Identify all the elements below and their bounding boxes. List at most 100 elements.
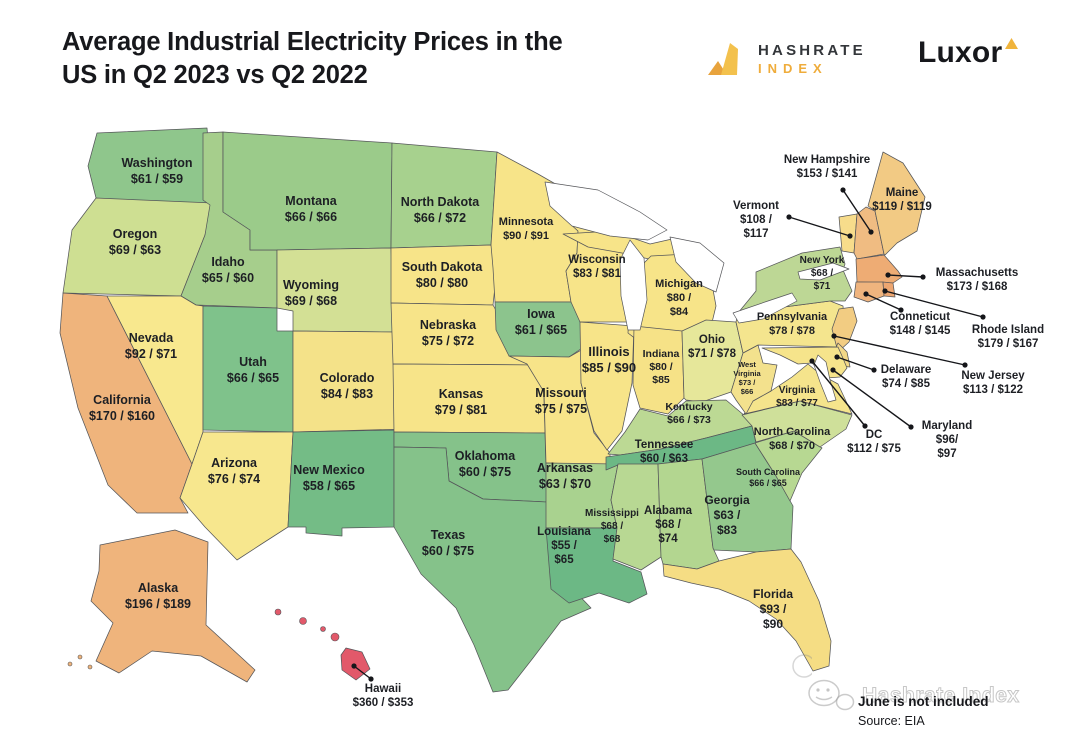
state-label-massachusetts: Massachusetts $173 / $168	[936, 267, 1018, 293]
state-florida	[662, 548, 832, 672]
state-south-dakota	[390, 244, 498, 306]
lake-shape	[619, 239, 648, 331]
island-dot	[320, 626, 326, 632]
luxor-logo: Luxor	[918, 36, 1019, 70]
state-label-louisiana: Louisiana $55 /$65	[537, 526, 591, 566]
leader-dot	[898, 307, 904, 313]
state-label-florida: Florida $93 /$90	[753, 587, 793, 631]
footnote: June is not included	[858, 694, 989, 709]
leader-dot	[885, 272, 891, 278]
state-label-wisconsin: Wisconsin $83 / $81	[568, 254, 625, 280]
title-line2: US in Q2 2023 vs Q2 2022	[62, 61, 368, 89]
page-title: Average Industrial Electricity Prices in…	[62, 26, 702, 92]
leader-dot	[840, 187, 846, 193]
state-label-north-carolina: North Carolina $68 / $70	[754, 426, 831, 452]
leader-line-dc	[811, 360, 866, 427]
leader-dot	[809, 358, 815, 364]
state-label-washington: Washington $61 / $59	[121, 156, 192, 186]
state-hawaii	[274, 608, 371, 681]
state-label-illinois: Illinois $85 / $90	[582, 344, 636, 375]
lake-shape	[813, 354, 837, 403]
state-label-new-mexico: New Mexico $58 / $65	[293, 463, 365, 493]
state-massachusetts	[855, 254, 903, 284]
state-label-vermont: Vermont $108 /$117	[733, 200, 779, 240]
state-label-oregon: Oregon $69 / $63	[109, 227, 161, 257]
callout-lines-layer	[351, 187, 986, 682]
lakes-layer	[544, 181, 850, 403]
island-dot	[87, 664, 93, 670]
state-label-mississippi: Mississippi $68 /$68	[585, 508, 639, 545]
leader-line-new-jersey	[833, 335, 966, 366]
state-label-wyoming: Wyoming $69 / $68	[283, 278, 339, 308]
leader-dot	[786, 214, 792, 220]
hashrate-index-triangles-icon	[708, 43, 738, 75]
header-logos: HASHRATE INDEX Luxor	[706, 36, 1066, 88]
state-label-new-jersey: New Jersey $113 / $122	[961, 370, 1025, 396]
state-label-indiana: Indiana $80 /$85	[643, 348, 680, 386]
state-west-virginia	[730, 344, 778, 415]
state-labels-layer: Washington $61 / $59 Oregon $69 / $63 Califo…	[89, 154, 1044, 709]
state-label-new-york: New York $68 /$71	[800, 255, 845, 292]
luxor-wordmark: Luxor	[918, 36, 1003, 69]
state-label-michigan: Michigan $80 /$84	[655, 278, 703, 318]
state-label-new-hampshire: New Hampshire $153 / $141	[784, 154, 870, 180]
state-label-idaho: Idaho $65 / $60	[202, 255, 254, 285]
state-label-ohio: Ohio $71 / $78	[688, 334, 737, 360]
state-label-maryland: Maryland $96/$97	[922, 420, 973, 460]
island-dot	[77, 654, 83, 660]
state-label-oklahoma: Oklahoma $60 / $75	[455, 449, 516, 479]
island-dot	[330, 632, 340, 642]
state-label-hawaii: Hawaii $360 / $353	[353, 683, 414, 709]
leader-line-new-hampshire	[842, 189, 872, 233]
leader-dot	[868, 229, 874, 235]
leader-dot	[368, 676, 374, 682]
state-label-conneticut: Conneticut $148 / $145	[890, 311, 951, 337]
state-label-nevada: Nevada $92 / $71	[125, 331, 177, 361]
state-label-maine: Maine $119 / $119	[872, 187, 931, 213]
state-label-alaska: Alaska $196 / $189	[125, 581, 191, 611]
leader-line-conneticut	[865, 293, 902, 311]
state-label-colorado: Colorado $84 / $83	[320, 371, 375, 401]
leader-dot	[830, 367, 836, 373]
island-dot	[274, 608, 282, 616]
island-dot	[67, 661, 73, 667]
leader-line-maryland	[832, 369, 912, 428]
state-label-arizona: Arizona $76 / $74	[208, 456, 260, 486]
state-label-georgia: Georgia $63 /$83	[704, 493, 750, 537]
leader-dot	[834, 354, 840, 360]
island-dot	[299, 617, 307, 625]
state-label-dc: DC $112 / $75	[847, 429, 901, 455]
index-wordmark: INDEX	[758, 61, 828, 76]
leader-dot	[871, 367, 877, 373]
leader-line-delaware	[836, 356, 875, 371]
title-line1: Average Industrial Electricity Prices in…	[62, 28, 563, 56]
source-label: Source: EIA	[858, 714, 925, 728]
leader-line-massachusetts	[887, 274, 924, 278]
leader-dot	[920, 274, 926, 280]
leader-dot	[863, 291, 869, 297]
leader-dot	[847, 233, 853, 239]
state-label-virginia: Virginia $83 / $77	[776, 385, 818, 409]
lake-shape	[544, 181, 668, 241]
state-label-south-dakota: South Dakota $80 / $80	[402, 260, 484, 290]
leader-dot	[882, 288, 888, 294]
state-label-south-carolina: South Carolina $66 / $65	[736, 467, 801, 488]
lake-shape	[797, 262, 850, 281]
hashrate-index-logo: HASHRATE INDEX	[706, 38, 866, 80]
hashrate-wordmark: HASHRATE	[758, 42, 866, 59]
state-label-arkansas: Arkansas $63 / $70	[537, 461, 593, 491]
lake-shape	[669, 236, 725, 293]
leader-dot	[831, 333, 837, 339]
state-maine	[867, 151, 926, 256]
state-label-utah: Utah $66 / $65	[227, 355, 279, 385]
state-new-york	[737, 246, 853, 314]
state-alaska	[67, 529, 256, 683]
state-label-missouri: Missouri $75 / $75	[535, 386, 587, 416]
state-utah	[202, 305, 294, 433]
state-label-pennsylvania: Pennsylvania $78 / $78	[757, 311, 828, 337]
leader-dot	[351, 663, 357, 669]
leader-dot	[862, 423, 868, 429]
state-label-iowa: Iowa $61 / $65	[515, 307, 567, 337]
